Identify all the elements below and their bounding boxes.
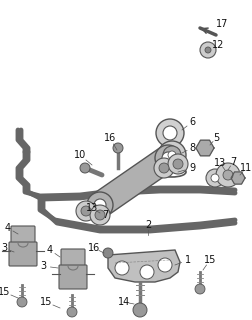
Circle shape bbox=[223, 170, 233, 180]
Text: 10: 10 bbox=[74, 150, 86, 160]
Polygon shape bbox=[108, 250, 180, 282]
Circle shape bbox=[163, 126, 177, 140]
Polygon shape bbox=[18, 130, 21, 140]
Text: 7: 7 bbox=[230, 157, 236, 167]
Text: 6: 6 bbox=[189, 117, 195, 127]
Circle shape bbox=[113, 143, 123, 153]
Polygon shape bbox=[120, 188, 160, 193]
Circle shape bbox=[211, 174, 219, 182]
Circle shape bbox=[168, 154, 188, 174]
Circle shape bbox=[115, 261, 129, 275]
Circle shape bbox=[173, 159, 183, 169]
Text: 3: 3 bbox=[40, 261, 46, 271]
Circle shape bbox=[90, 205, 110, 225]
Circle shape bbox=[163, 146, 181, 164]
Circle shape bbox=[67, 307, 77, 317]
Polygon shape bbox=[100, 228, 150, 231]
Text: 9: 9 bbox=[189, 163, 195, 173]
Circle shape bbox=[103, 248, 113, 258]
Circle shape bbox=[216, 163, 240, 187]
Text: 15: 15 bbox=[204, 255, 216, 265]
Text: 17: 17 bbox=[216, 19, 228, 29]
Polygon shape bbox=[231, 172, 245, 184]
Circle shape bbox=[168, 151, 176, 159]
FancyBboxPatch shape bbox=[11, 226, 35, 244]
Polygon shape bbox=[25, 152, 28, 160]
Circle shape bbox=[80, 163, 90, 173]
Text: 1: 1 bbox=[185, 255, 191, 265]
Circle shape bbox=[206, 169, 224, 187]
Circle shape bbox=[94, 199, 106, 211]
Circle shape bbox=[76, 201, 96, 221]
Circle shape bbox=[158, 258, 172, 272]
Circle shape bbox=[162, 152, 174, 164]
Polygon shape bbox=[200, 188, 235, 193]
Text: 14: 14 bbox=[118, 297, 130, 307]
Circle shape bbox=[158, 141, 186, 169]
Text: 11: 11 bbox=[240, 163, 252, 173]
Text: 13: 13 bbox=[86, 203, 98, 213]
Circle shape bbox=[205, 47, 211, 53]
Polygon shape bbox=[80, 190, 120, 198]
Text: 16: 16 bbox=[104, 133, 116, 143]
Polygon shape bbox=[18, 160, 28, 168]
Text: 15: 15 bbox=[0, 287, 10, 297]
Circle shape bbox=[154, 158, 174, 178]
FancyBboxPatch shape bbox=[61, 249, 85, 267]
Circle shape bbox=[155, 145, 181, 171]
Polygon shape bbox=[92, 147, 175, 216]
Text: 16: 16 bbox=[88, 243, 100, 253]
Polygon shape bbox=[40, 210, 57, 223]
Circle shape bbox=[156, 119, 184, 147]
FancyBboxPatch shape bbox=[9, 242, 37, 266]
Polygon shape bbox=[25, 148, 28, 152]
Polygon shape bbox=[18, 178, 28, 185]
Polygon shape bbox=[150, 224, 200, 231]
Polygon shape bbox=[196, 140, 214, 156]
Circle shape bbox=[81, 206, 91, 216]
Polygon shape bbox=[40, 199, 43, 210]
Text: 13: 13 bbox=[214, 158, 226, 168]
Polygon shape bbox=[18, 140, 28, 148]
Circle shape bbox=[17, 297, 27, 307]
Text: 15: 15 bbox=[40, 297, 52, 307]
Circle shape bbox=[140, 265, 154, 279]
Polygon shape bbox=[25, 192, 42, 199]
Text: 2: 2 bbox=[145, 220, 151, 230]
Circle shape bbox=[87, 192, 113, 218]
Polygon shape bbox=[18, 168, 21, 178]
Circle shape bbox=[95, 210, 105, 220]
Circle shape bbox=[195, 284, 205, 294]
Polygon shape bbox=[40, 195, 80, 199]
Polygon shape bbox=[160, 188, 200, 191]
Circle shape bbox=[200, 42, 216, 58]
Polygon shape bbox=[55, 220, 100, 231]
Circle shape bbox=[133, 303, 147, 317]
Text: 12: 12 bbox=[212, 40, 224, 50]
FancyBboxPatch shape bbox=[59, 265, 87, 289]
Circle shape bbox=[159, 163, 169, 173]
Text: 5: 5 bbox=[213, 133, 219, 143]
Polygon shape bbox=[200, 220, 235, 227]
Text: 4: 4 bbox=[5, 223, 11, 233]
Text: 8: 8 bbox=[189, 143, 195, 153]
Polygon shape bbox=[25, 185, 28, 192]
Text: 4: 4 bbox=[47, 245, 53, 255]
Text: 7: 7 bbox=[102, 210, 108, 220]
Text: 3: 3 bbox=[1, 243, 7, 253]
